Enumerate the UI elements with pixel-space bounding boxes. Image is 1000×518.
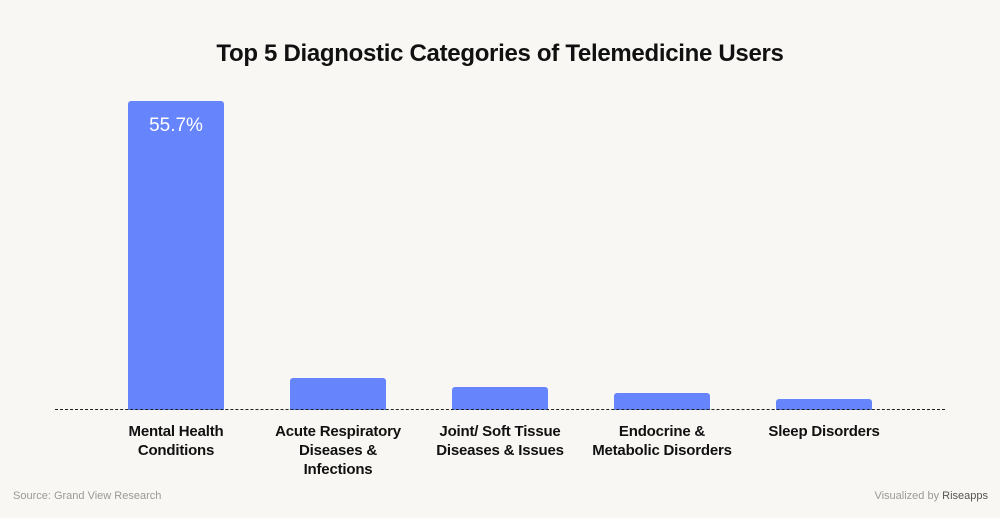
bar [776,398,872,410]
credit-brand: Riseapps [942,490,988,502]
x-tick-label: Mental Health Conditions [128,423,224,459]
credit-prefix: Visualized by [874,490,940,502]
x-tick-label: Endocrine & Metabolic Disorders [592,423,732,459]
value-label: 55.7% [149,115,203,136]
source: Source: Grand View Research [13,490,162,502]
x-tick-label: Sleep Disorders [768,423,880,440]
x-tick-label: Acute Respiratory Diseases & Infections [275,423,401,478]
bar [128,101,224,410]
credit: Visualized by Riseapps [874,490,988,502]
chart-title: Top 5 Diagnostic Categories of Telemedic… [216,40,784,67]
bar [452,387,548,410]
bar [614,392,710,410]
bar [290,377,386,410]
x-tick-label: Joint/ Soft Tissue Diseases & Issues [436,423,564,459]
baseline [55,409,945,410]
